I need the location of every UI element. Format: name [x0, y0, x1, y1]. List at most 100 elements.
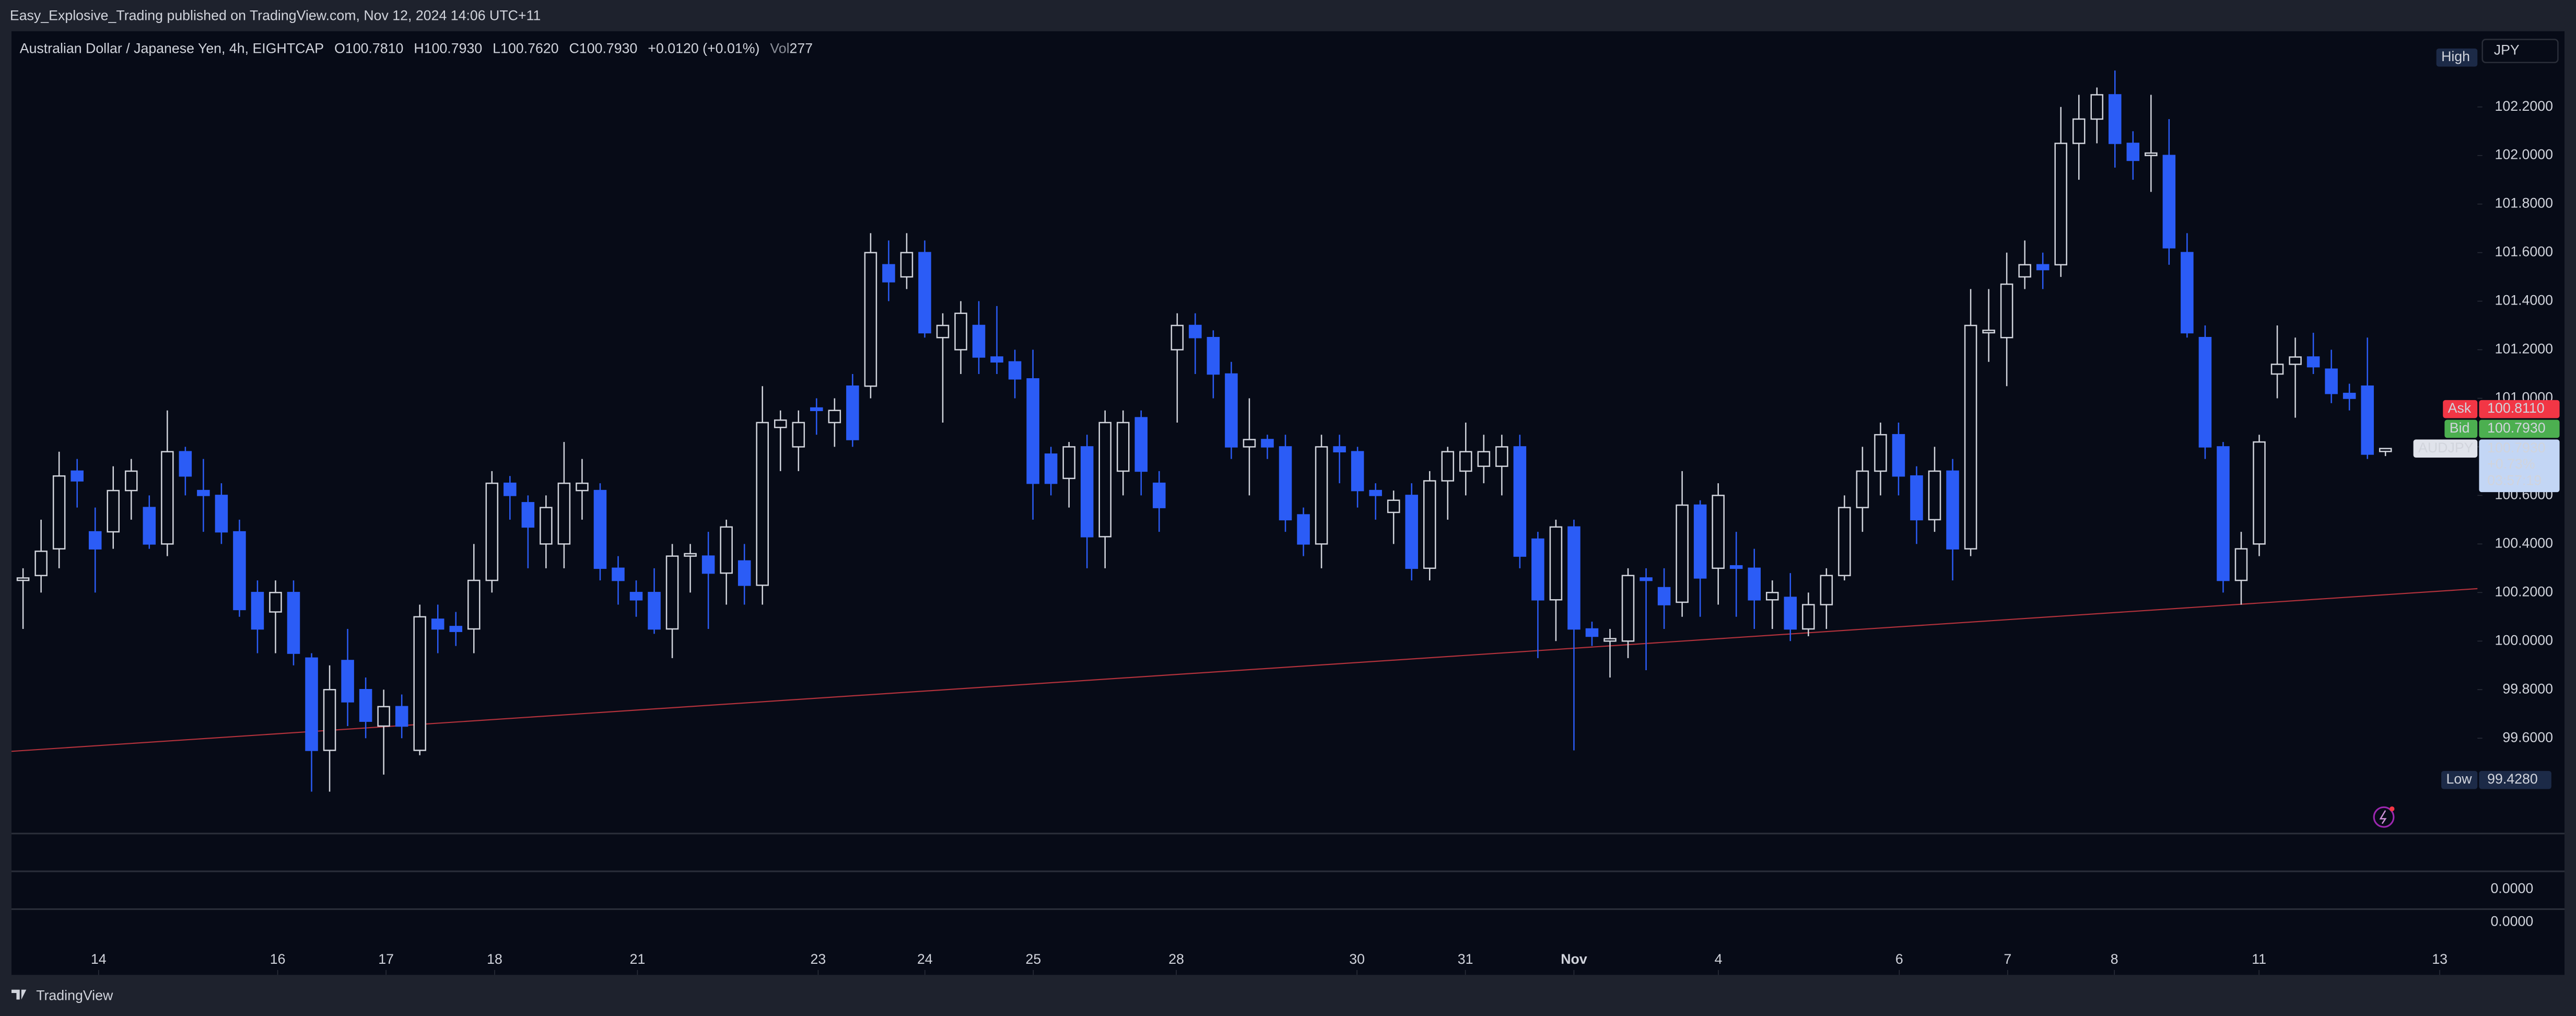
x-tick-label: 4 [1715, 951, 1723, 967]
candle-body [1621, 575, 1635, 642]
low-bg [2479, 770, 2551, 789]
pane-value: 0.0000 [2490, 881, 2533, 896]
candle-body [1477, 451, 1491, 467]
candle-body [413, 616, 426, 751]
brand[interactable]: TradingView [11, 987, 113, 1003]
candle-body [1693, 504, 1707, 579]
candle-body [2379, 448, 2392, 452]
symbol-bg [2413, 439, 2478, 458]
candle-body [954, 312, 967, 351]
bid-label: Bid [2450, 420, 2470, 436]
candle-body [1640, 577, 1653, 581]
candle-body [1820, 575, 1833, 605]
candle-body [737, 560, 751, 586]
candle-body [359, 688, 372, 722]
candle-body [269, 592, 282, 613]
candle-body [2234, 548, 2248, 581]
candle-body [756, 422, 769, 586]
candle-body [1189, 324, 1202, 338]
low-label-bg [2441, 770, 2478, 789]
candle-body [1026, 378, 1039, 484]
x-tick-label: 13 [2432, 951, 2448, 967]
candle-body [233, 531, 246, 611]
candle-body [1495, 446, 1508, 467]
candle-body [1459, 451, 1472, 472]
candle-body [1044, 453, 1058, 484]
x-tick-label: 24 [917, 951, 933, 967]
candle-body [1982, 330, 1995, 334]
candle-body [1261, 439, 1274, 448]
candle-body [1946, 470, 1959, 550]
ask-label-bg [2443, 400, 2478, 418]
candle-body [936, 324, 950, 338]
candle-body [540, 507, 553, 545]
candle-body [305, 657, 318, 751]
candle-body [1369, 489, 1382, 496]
low-label: Low [2446, 771, 2473, 787]
vol-value: 277 [790, 40, 813, 56]
candle-body [341, 660, 354, 703]
l-label: L [493, 40, 500, 56]
candle-body [810, 407, 823, 411]
lightning-icon[interactable] [2373, 806, 2395, 828]
candle-body [521, 502, 535, 528]
l-value: 100.7620 [500, 40, 558, 56]
x-tick-label: 18 [487, 951, 502, 967]
candle-body [1784, 597, 1797, 630]
candle-body [720, 526, 733, 574]
candle-body [52, 475, 66, 550]
candle-body [1567, 526, 1580, 630]
h-label: H [414, 40, 424, 56]
x-tick-label: 17 [378, 951, 394, 967]
y-tick-label: 101.4000 [2495, 293, 2552, 308]
candle-body [1405, 495, 1418, 569]
high-label: High [2441, 49, 2470, 64]
y-tick-label: 100.2000 [2495, 583, 2552, 599]
x-tick-label: 14 [91, 951, 107, 967]
candle-body [125, 470, 138, 492]
candle-body [557, 482, 571, 545]
candle-body [918, 252, 931, 334]
candle-body [71, 470, 84, 482]
candle-body [161, 451, 174, 545]
candle-body [395, 706, 408, 727]
candle-body [2109, 94, 2122, 144]
candle-body [179, 451, 192, 477]
candle-body [1856, 470, 1869, 508]
candle-body [2181, 252, 2194, 334]
change: +0.0120 (+0.01%) [648, 40, 759, 56]
candle-body [16, 577, 30, 581]
pane-value: 0.0000 [2490, 914, 2533, 929]
candle-body [215, 495, 228, 533]
candle-body [1802, 604, 1815, 630]
candle-body [1549, 526, 1563, 601]
candle-body [2270, 364, 2284, 375]
last-price-bg [2479, 439, 2560, 493]
y-tick-label: 101.2000 [2495, 341, 2552, 357]
x-tick-label: Nov [1561, 951, 1587, 967]
candle-body [1098, 422, 1112, 538]
title: Australian Dollar / Japanese Yen, 4h, EI… [20, 40, 324, 56]
candle-body [2217, 446, 2230, 581]
currency-button[interactable]: JPY [2494, 42, 2520, 58]
candle-body [1008, 361, 1022, 380]
c-label: C [569, 40, 579, 56]
candle-body [2072, 118, 2086, 144]
x-tick-label: 11 [2252, 951, 2266, 967]
candle-body [1712, 495, 1725, 569]
candle-body [1748, 567, 1761, 601]
candle-body [2289, 356, 2302, 365]
candle-body [864, 252, 877, 387]
candle-body [2054, 143, 2067, 266]
c-value: 100.7930 [579, 40, 637, 56]
candle-body [576, 482, 589, 492]
countdown: 03:57:19 [2487, 473, 2542, 488]
candle-body [107, 489, 120, 533]
candle-body [1765, 592, 1779, 601]
x-tick-label: 31 [1458, 951, 1473, 967]
candle-body [648, 592, 661, 630]
candle-body [972, 324, 986, 358]
candle-body [2162, 155, 2176, 249]
x-tick-label: 8 [2111, 951, 2118, 967]
